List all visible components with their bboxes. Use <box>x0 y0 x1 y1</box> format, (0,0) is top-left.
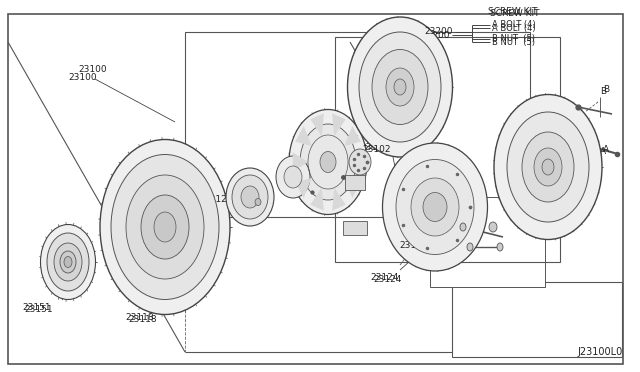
Ellipse shape <box>349 149 371 175</box>
Text: 23108: 23108 <box>288 174 317 183</box>
Ellipse shape <box>300 124 356 200</box>
Ellipse shape <box>372 49 428 125</box>
Ellipse shape <box>255 199 261 205</box>
Text: B: B <box>603 86 609 94</box>
Ellipse shape <box>497 243 503 251</box>
Text: 23151: 23151 <box>24 305 52 314</box>
Bar <box>345 175 365 190</box>
Ellipse shape <box>154 212 176 242</box>
Text: 23118: 23118 <box>125 312 154 321</box>
Ellipse shape <box>489 222 497 232</box>
Polygon shape <box>344 178 361 198</box>
Text: 23102: 23102 <box>362 145 390 154</box>
Ellipse shape <box>126 175 204 279</box>
Text: 23127: 23127 <box>542 185 570 193</box>
Text: 23156: 23156 <box>399 241 428 250</box>
Bar <box>452 282 622 357</box>
Ellipse shape <box>284 166 302 188</box>
Bar <box>335 37 560 262</box>
Text: 23127: 23127 <box>540 183 568 192</box>
Ellipse shape <box>40 224 95 299</box>
Ellipse shape <box>494 94 602 240</box>
Ellipse shape <box>411 178 459 236</box>
Text: 23151: 23151 <box>22 302 51 311</box>
Ellipse shape <box>383 143 488 271</box>
Polygon shape <box>292 152 308 172</box>
Text: J23100L0: J23100L0 <box>578 347 623 357</box>
Text: 23156: 23156 <box>399 237 428 247</box>
Ellipse shape <box>276 156 310 198</box>
Ellipse shape <box>396 160 474 254</box>
Text: 23118: 23118 <box>128 314 157 324</box>
Text: 23120MA: 23120MA <box>200 192 243 202</box>
Text: 23200: 23200 <box>424 28 453 36</box>
Polygon shape <box>332 113 346 136</box>
Ellipse shape <box>60 251 76 273</box>
Ellipse shape <box>241 186 259 208</box>
Ellipse shape <box>54 243 82 281</box>
Text: SCREW KIT: SCREW KIT <box>488 7 538 16</box>
Text: A: A <box>603 145 609 154</box>
Polygon shape <box>344 126 361 146</box>
Bar <box>430 197 545 287</box>
Polygon shape <box>310 113 324 136</box>
Bar <box>343 221 367 235</box>
Ellipse shape <box>522 132 574 202</box>
Ellipse shape <box>423 192 447 221</box>
Ellipse shape <box>289 109 367 215</box>
Ellipse shape <box>226 168 274 226</box>
Ellipse shape <box>507 112 589 222</box>
Ellipse shape <box>47 233 89 291</box>
Text: 23100: 23100 <box>78 64 107 74</box>
Polygon shape <box>332 188 346 211</box>
Ellipse shape <box>348 17 452 157</box>
Ellipse shape <box>460 223 466 231</box>
Text: 23120M: 23120M <box>322 135 358 144</box>
Ellipse shape <box>111 154 219 299</box>
Text: SCREW KIT: SCREW KIT <box>490 10 540 19</box>
Ellipse shape <box>534 148 562 186</box>
Ellipse shape <box>394 79 406 95</box>
Text: 23100: 23100 <box>68 73 97 81</box>
Text: A BOLT (4): A BOLT (4) <box>492 20 536 29</box>
Ellipse shape <box>386 68 414 106</box>
Polygon shape <box>310 188 324 211</box>
Text: B: B <box>600 87 606 96</box>
Text: A: A <box>600 148 606 157</box>
Ellipse shape <box>141 195 189 259</box>
Polygon shape <box>348 152 364 172</box>
Text: 23120M: 23120M <box>320 138 356 147</box>
Text: A BOLT (4): A BOLT (4) <box>492 23 536 32</box>
Bar <box>185 32 530 217</box>
Ellipse shape <box>64 257 72 267</box>
Ellipse shape <box>232 175 268 219</box>
Ellipse shape <box>467 243 473 251</box>
Ellipse shape <box>100 140 230 314</box>
Text: B NUT  (5): B NUT (5) <box>492 38 535 46</box>
Ellipse shape <box>359 32 441 142</box>
Ellipse shape <box>542 159 554 175</box>
Polygon shape <box>295 126 312 146</box>
Text: 23124: 23124 <box>370 273 398 282</box>
Text: 23102: 23102 <box>360 142 388 151</box>
Text: 23124: 23124 <box>373 276 401 285</box>
Polygon shape <box>295 178 312 198</box>
Text: 23108: 23108 <box>285 173 314 182</box>
Text: 23200: 23200 <box>422 31 450 39</box>
Text: B NUT  (5): B NUT (5) <box>492 35 535 44</box>
Ellipse shape <box>320 151 336 173</box>
Text: 23120MA: 23120MA <box>204 196 246 205</box>
